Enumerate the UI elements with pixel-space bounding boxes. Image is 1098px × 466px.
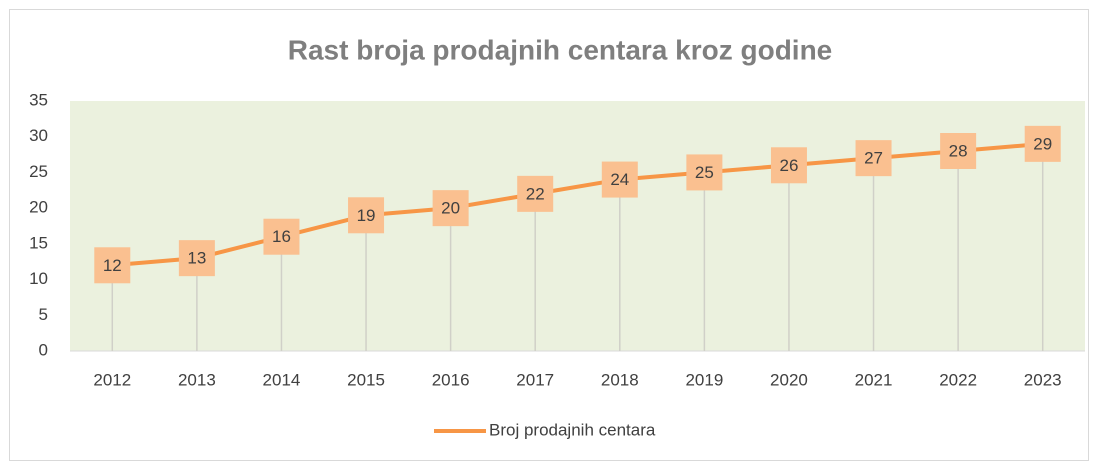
y-tick-label: 15	[29, 233, 48, 252]
x-tick-label: 2015	[347, 370, 385, 389]
x-tick-label: 2020	[770, 370, 808, 389]
data-label-box	[348, 197, 385, 234]
x-tick-label: 2023	[1024, 370, 1062, 389]
data-label-box	[432, 190, 469, 227]
x-tick-label: 2022	[939, 370, 977, 389]
data-label: 13	[187, 249, 206, 268]
data-label: 12	[103, 256, 122, 275]
y-tick-label: 5	[39, 305, 48, 324]
data-label: 22	[526, 184, 545, 203]
data-label-box	[517, 175, 554, 212]
data-label: 16	[272, 227, 291, 246]
data-label-box	[178, 240, 215, 277]
data-label-box	[601, 161, 638, 198]
plot-area	[70, 101, 1085, 351]
y-tick-label: 30	[29, 126, 48, 145]
data-label-box	[855, 140, 892, 177]
y-tick-label: 20	[29, 198, 48, 217]
data-label-box	[263, 218, 300, 255]
data-label-box	[1024, 125, 1061, 162]
data-label: 25	[695, 163, 714, 182]
data-label: 29	[1033, 134, 1052, 153]
data-label: 19	[357, 206, 376, 225]
data-label: 24	[610, 170, 629, 189]
data-label: 20	[441, 199, 460, 218]
x-tick-label: 2018	[601, 370, 639, 389]
chart-title: Rast broja prodajnih centara kroz godine	[288, 34, 833, 65]
x-tick-label: 2013	[178, 370, 216, 389]
legend-label: Broj prodajnih centara	[489, 420, 656, 439]
data-label-box	[940, 133, 977, 169]
y-tick-label: 25	[29, 162, 48, 181]
x-tick-label: 2016	[432, 370, 470, 389]
data-label-box	[770, 147, 807, 184]
data-label: 28	[949, 141, 968, 160]
x-tick-label: 2014	[263, 370, 301, 389]
y-tick-label: 0	[39, 340, 48, 359]
data-label: 26	[779, 156, 798, 175]
y-tick-label: 35	[29, 90, 48, 109]
y-tick-label: 10	[29, 269, 48, 288]
data-label-box	[686, 154, 723, 191]
data-label: 27	[864, 149, 883, 168]
x-tick-label: 2012	[93, 370, 131, 389]
x-tick-label: 2019	[685, 370, 723, 389]
x-tick-label: 2017	[516, 370, 554, 389]
data-label-box	[94, 247, 131, 284]
x-tick-label: 2021	[855, 370, 893, 389]
